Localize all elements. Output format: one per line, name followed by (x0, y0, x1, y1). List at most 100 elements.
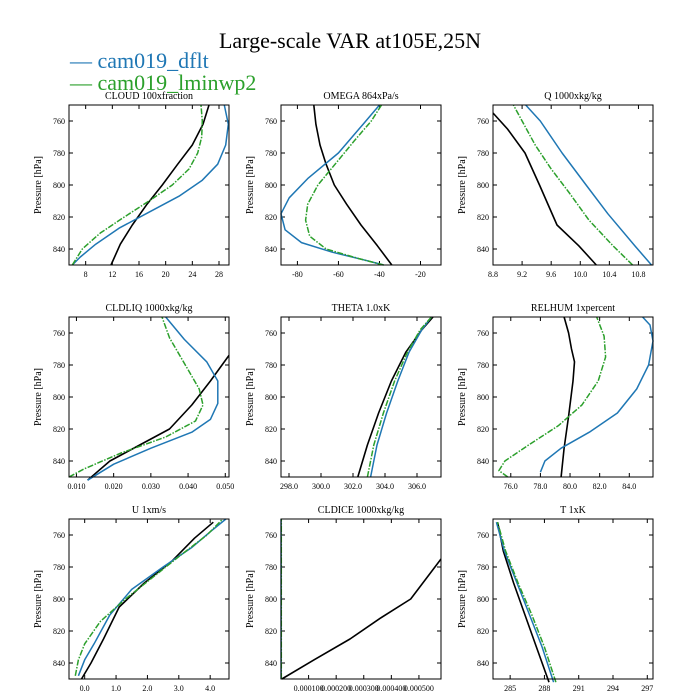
panel-1-frame (68, 104, 230, 266)
panel-6-ytick-label: 800 (477, 393, 489, 402)
panel-5-ytick-label: 820 (265, 425, 277, 434)
panel-2-series-cam019-lminwp2 (304, 104, 384, 266)
panel-6-ylabel: Pressure [hPa] (457, 368, 468, 426)
panel-5-ytick-label: 760 (265, 329, 277, 338)
panel-6-xtick-label: 82.0 (593, 482, 607, 491)
panel-1-ytick-label: 840 (53, 245, 65, 254)
panel-4-title: CLDLIQ 1000xkg/kg (106, 303, 193, 314)
panel-8-ytick-label: 840 (265, 659, 277, 668)
panel-4-ytick-label: 760 (53, 329, 65, 338)
panel-2-series-cam019-dflt (280, 104, 384, 266)
panel-4-ytick-label: 840 (53, 457, 65, 466)
panel-1-ytick-label: 780 (53, 149, 65, 158)
panel-8-xtick-label: 0.000300 (349, 684, 379, 693)
panel-8-xtick-label: 0.000100 (294, 684, 324, 693)
panel-2-xtick-label: -80 (292, 270, 303, 279)
panel-9-xtick-label: 291 (573, 684, 585, 693)
panel-9-xtick-label: 288 (538, 684, 550, 693)
panel-3-ylabel: Pressure [hPa] (457, 156, 468, 214)
panel-7-series-cam019-lminwp2 (74, 518, 224, 676)
panel-1-xtick-label: 8 (84, 270, 88, 279)
panel-3-frame (492, 104, 654, 266)
panel-8-xtick-label: 0.000200 (321, 684, 351, 693)
panel-2-ytick-label: 800 (265, 181, 277, 190)
panel-9-title: T 1xK (560, 505, 586, 516)
panel-9-ytick-label: 780 (477, 563, 489, 572)
panel-2-xtick-label: -20 (415, 270, 426, 279)
panel-6-ytick-label: 820 (477, 425, 489, 434)
panel-1-xtick-label: 20 (162, 270, 170, 279)
panel-1-series-cam019-dflt (71, 104, 230, 266)
panel-9-series-cam019-dflt (495, 521, 555, 683)
panel-1-ytick-label: 760 (53, 117, 65, 126)
panel-4-ytick-label: 780 (53, 361, 65, 370)
panel-9-xtick-label: 297 (641, 684, 653, 693)
panel-9-xtick-label: 294 (607, 684, 619, 693)
panel-9-ytick-label: 820 (477, 627, 489, 636)
panel-8-xtick-label: 0.000400 (376, 684, 406, 693)
panel-5-series-ref (357, 316, 434, 478)
panel-2-ytick-label: 760 (265, 117, 277, 126)
panel-3-ytick-label: 800 (477, 181, 489, 190)
panel-7-ytick-label: 820 (53, 627, 65, 636)
panel-3-xtick-label: 8.8 (488, 270, 498, 279)
panel-5-ytick-label: 800 (265, 393, 277, 402)
panel-8-xtick-label: 0.000500 (404, 684, 434, 693)
panel-6-xtick-label: 84.0 (622, 482, 636, 491)
panel-7-ytick-label: 800 (53, 595, 65, 604)
panel-6-ytick-label: 760 (477, 329, 489, 338)
panel-8-ytick-label: 760 (265, 531, 277, 540)
panel-7-frame (68, 518, 230, 680)
panel-4-ytick-label: 800 (53, 393, 65, 402)
panel-8-ytick-label: 780 (265, 563, 277, 572)
panel-9-xtick-label: 285 (504, 684, 516, 693)
panel-3-series-ref (492, 112, 597, 266)
panel-5-xtick-label: 302.0 (344, 482, 362, 491)
panel-6-ytick-label: 840 (477, 457, 489, 466)
panel-2-frame (280, 104, 442, 266)
panel-7-series-cam019-dflt (77, 518, 227, 677)
panel-2-ytick-label: 820 (265, 213, 277, 222)
panel-7-xtick-label: 0.0 (80, 684, 90, 693)
panel-5-xtick-label: 300.0 (312, 482, 330, 491)
panel-8-ylabel: Pressure [hPa] (245, 570, 256, 628)
panel-8-ytick-label: 800 (265, 595, 277, 604)
panel-2-xtick-label: -60 (333, 270, 344, 279)
panel-6-series-ref (560, 316, 576, 478)
panel-2-title: OMEGA 864xPa/s (323, 91, 398, 102)
panel-3-xtick-label: 10.0 (573, 270, 587, 279)
panel-7-xtick-label: 4.0 (205, 684, 215, 693)
panel-7-ytick-label: 840 (53, 659, 65, 668)
panel-9-series-cam019-lminwp2 (496, 521, 557, 683)
panel-2-series-ref (313, 104, 393, 266)
panel-9-ylabel: Pressure [hPa] (457, 570, 468, 628)
panel-4-series-cam019-dflt (87, 316, 219, 481)
panel-1-series-cam019-lminwp2 (71, 104, 204, 266)
panel-5-frame (280, 316, 442, 478)
panel-3-ytick-label: 840 (477, 245, 489, 254)
panel-3-xtick-label: 10.8 (631, 270, 645, 279)
panel-8-frame (280, 518, 442, 680)
legend-swatch-dflt: — (70, 48, 92, 73)
panel-4-xtick-label: 0.030 (142, 482, 160, 491)
panel-4-xtick-label: 0.010 (67, 482, 85, 491)
panel-7-xtick-label: 2.0 (142, 684, 152, 693)
panel-6-ytick-label: 780 (477, 361, 489, 370)
panel-1-xtick-label: 24 (188, 270, 196, 279)
legend-entry-lminwp2: — cam019_lminwp2 (70, 70, 256, 96)
panel-6-xtick-label: 76.0 (504, 482, 518, 491)
panel-1-xtick-label: 28 (215, 270, 223, 279)
panel-1-series-ref (110, 104, 210, 266)
panel-9-ytick-label: 840 (477, 659, 489, 668)
panel-1-ytick-label: 820 (53, 213, 65, 222)
panel-5-ytick-label: 840 (265, 457, 277, 466)
panel-5-ytick-label: 780 (265, 361, 277, 370)
panel-2-ytick-label: 780 (265, 149, 277, 158)
panel-5-series-cam019-lminwp2 (366, 316, 432, 478)
panel-4-series-ref (87, 354, 230, 481)
panel-6-series-cam019-dflt (539, 316, 654, 473)
panel-4-xtick-label: 0.040 (179, 482, 197, 491)
panel-4-series-cam019-lminwp2 (68, 316, 204, 478)
panel-3-ytick-label: 820 (477, 213, 489, 222)
